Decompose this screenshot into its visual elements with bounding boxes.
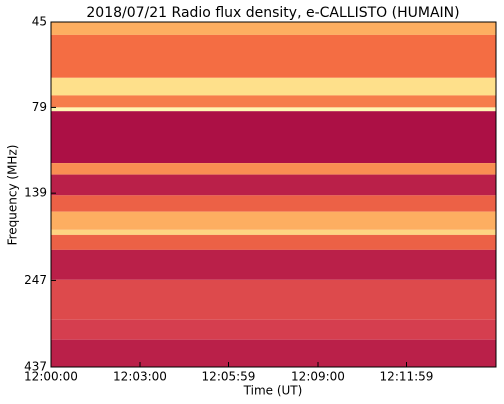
heatmap-band bbox=[51, 111, 496, 164]
y-axis-label: Frequency (MHz) bbox=[6, 145, 20, 246]
heatmap-band bbox=[51, 95, 496, 108]
x-tick-label: 12:11:59 bbox=[380, 370, 434, 384]
heatmap-band bbox=[51, 319, 496, 340]
heatmap-band bbox=[51, 77, 496, 96]
heatmap-band bbox=[51, 22, 496, 35]
x-axis-label: Time (UT) bbox=[243, 384, 303, 398]
heatmap-band bbox=[51, 229, 496, 235]
y-tick-label: 79 bbox=[32, 100, 47, 114]
x-tick-label: 12:09:00 bbox=[291, 370, 345, 384]
heatmap-band bbox=[51, 339, 496, 367]
heatmap-band bbox=[51, 249, 496, 280]
x-tick-label: 12:05:59 bbox=[202, 370, 256, 384]
heatmap-band bbox=[51, 211, 496, 230]
x-tick-label: 12:03:00 bbox=[113, 370, 167, 384]
heatmap-band bbox=[51, 234, 496, 250]
heatmap-band bbox=[51, 174, 496, 196]
x-tick-label: 12:00:00 bbox=[24, 370, 78, 384]
heatmap-band bbox=[51, 34, 496, 78]
y-tick-label: 45 bbox=[32, 15, 47, 29]
heatmap-band bbox=[51, 195, 496, 212]
chart-title: 2018/07/21 Radio flux density, e-CALLIST… bbox=[86, 5, 459, 21]
y-tick-label: 247 bbox=[24, 273, 47, 287]
heatmap-band bbox=[51, 163, 496, 175]
heatmap-band bbox=[51, 107, 496, 112]
y-tick-label: 139 bbox=[24, 186, 47, 200]
plot-frame bbox=[50, 21, 497, 368]
heatmap-band bbox=[51, 279, 496, 320]
y-tick-label: 437 bbox=[24, 360, 47, 374]
